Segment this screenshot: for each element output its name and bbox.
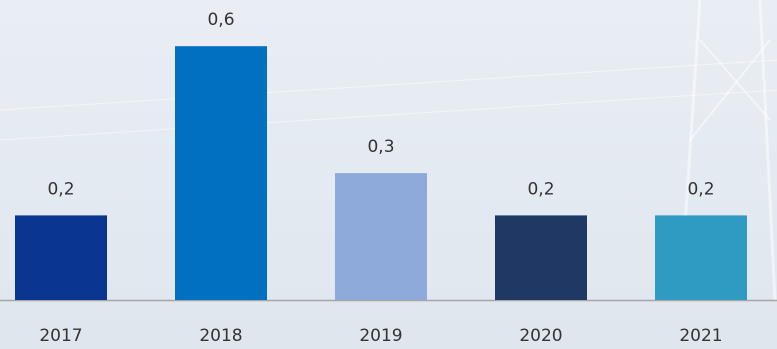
x-tick-label: 2021 [679,326,722,346]
x-tick-label: 2017 [39,326,82,346]
data-label: 0,2 [47,179,74,199]
bar [655,215,747,300]
data-label: 0,6 [207,10,234,30]
bar [15,215,107,300]
x-tick-label: 2019 [359,326,402,346]
data-label: 0,2 [527,179,554,199]
data-label: 0,2 [687,179,714,199]
data-label: 0,3 [367,137,394,157]
bar [495,215,587,300]
x-tick-label: 2020 [519,326,562,346]
bar [175,46,267,301]
x-tick-label: 2018 [199,326,242,346]
bar [335,173,427,300]
